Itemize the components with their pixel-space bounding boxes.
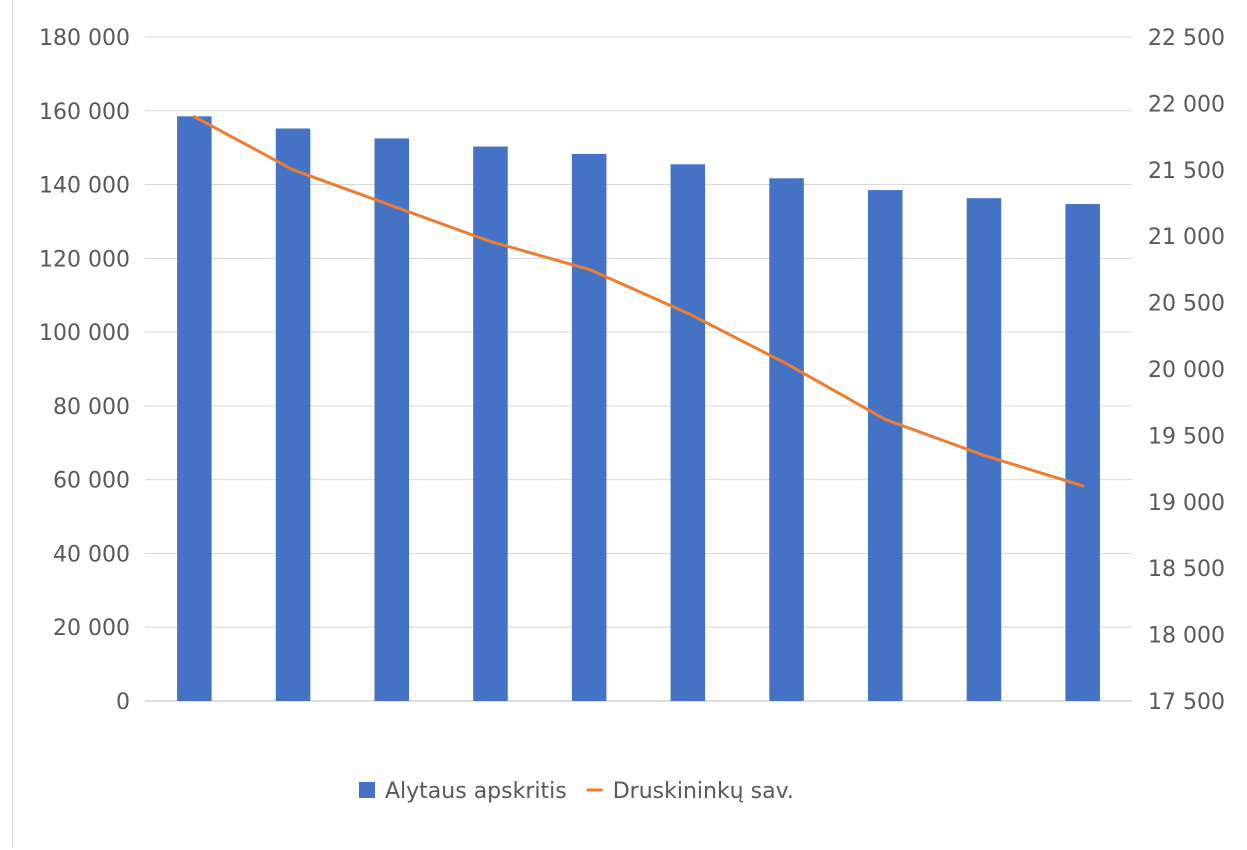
left-tick-label: 0 [116, 690, 130, 715]
left-tick-label: 120 000 [39, 247, 130, 272]
line-point [785, 362, 789, 366]
bar [177, 116, 212, 702]
legend: Alytaus apskritis Druskininkų sav. [359, 779, 794, 804]
right-tick-label: 20 000 [1148, 358, 1225, 383]
right-tick-label: 19 500 [1148, 424, 1225, 449]
line-point [1081, 484, 1085, 488]
line-point [883, 417, 887, 421]
left-axis: 0 20 000 40 000 60 000 80 000 100 000 120 000 1… [39, 26, 130, 715]
left-tick-label: 100 000 [39, 321, 130, 346]
legend-label: Alytaus apskritis [385, 779, 567, 804]
left-tick-label: 160 000 [39, 100, 130, 125]
left-tick-label: 180 000 [39, 26, 130, 51]
right-tick-label: 22 000 [1148, 92, 1225, 117]
line-point [982, 453, 986, 457]
bar [374, 138, 410, 701]
bar [670, 164, 706, 701]
bar [867, 190, 903, 702]
right-tick-label: 17 500 [1148, 690, 1225, 715]
line-point [587, 267, 591, 271]
line-series [192, 115, 1085, 488]
left-tick-label: 80 000 [53, 395, 130, 420]
line-point [192, 115, 196, 119]
bar [769, 178, 804, 702]
series-line [192, 115, 1085, 488]
line-point [686, 311, 690, 315]
legend-swatch-bar [359, 782, 375, 798]
right-tick-label: 21 000 [1148, 225, 1225, 250]
chart-frame [12, 0, 1244, 848]
left-tick-label: 20 000 [53, 616, 130, 641]
left-tick-label: 140 000 [39, 174, 130, 199]
left-tick-label: 40 000 [53, 542, 130, 567]
right-tick-label: 18 500 [1148, 557, 1225, 582]
bar [1065, 204, 1100, 701]
right-tick-label: 21 500 [1148, 159, 1225, 184]
line-point [488, 240, 492, 244]
right-tick-label: 22 500 [1148, 26, 1225, 51]
line-point [390, 204, 394, 208]
line-point [291, 168, 295, 172]
bar [473, 146, 508, 701]
left-tick-label: 60 000 [53, 469, 130, 494]
right-tick-label: 18 000 [1148, 624, 1225, 649]
right-tick-label: 20 500 [1148, 292, 1225, 317]
right-tick-label: 19 000 [1148, 491, 1225, 516]
bar [275, 128, 311, 702]
legend-label: Druskininkų sav. [613, 779, 794, 804]
bar [571, 153, 607, 702]
bar-series [177, 116, 1100, 702]
right-axis: 17 500 18 000 18 500 19 000 19 500 20 000 20 5… [1148, 26, 1225, 715]
